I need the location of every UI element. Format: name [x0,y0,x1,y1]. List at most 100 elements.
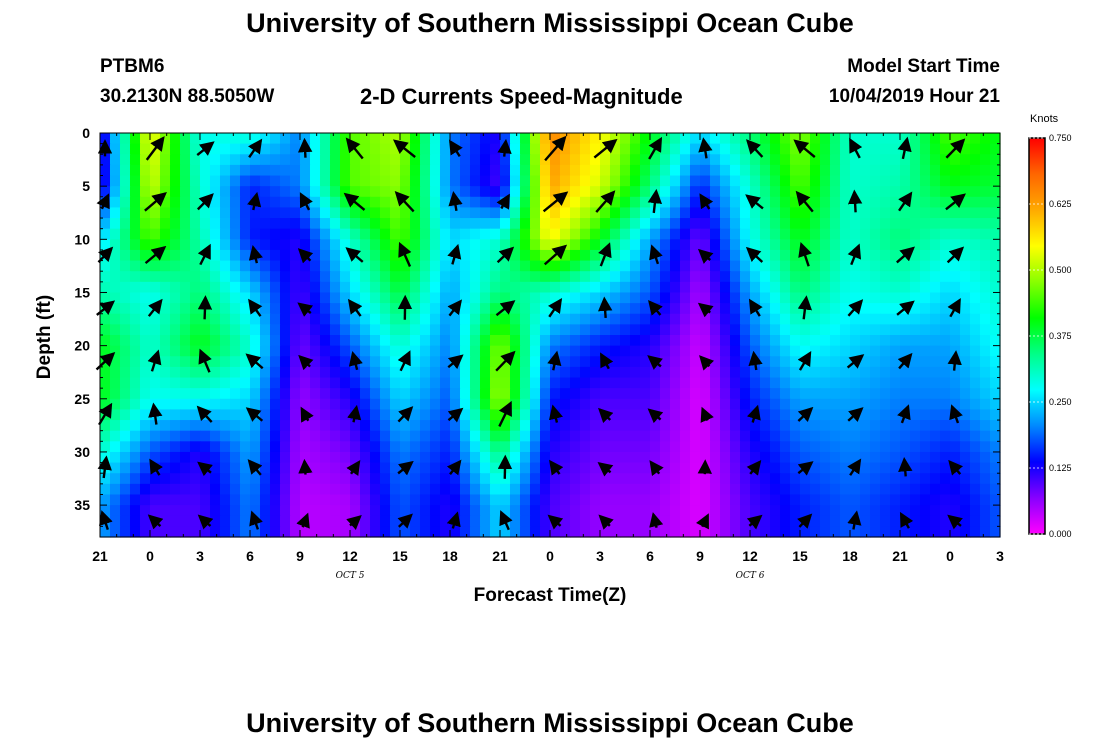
current-vector-arrow [447,354,464,370]
heatmap-cell [750,494,761,506]
heatmap-cell [980,345,991,357]
heatmap-cell [510,303,521,315]
heatmap-cell [390,164,401,177]
heatmap-cell [330,303,341,315]
date-marker-label: OCT 6 [736,571,765,581]
heatmap-cell [630,430,641,442]
heatmap-cell [220,281,231,294]
heatmap-cell [710,239,721,251]
heatmap-cell [790,228,801,240]
heatmap-cell [540,324,551,336]
heatmap-cell [480,366,491,379]
heatmap-cell [490,441,501,453]
heatmap-cell [850,398,861,411]
heatmap-cell [720,526,731,538]
heatmap-cell [620,313,631,325]
heatmap-cell [590,356,601,368]
heatmap-cell [910,345,921,357]
heatmap-cell [890,356,901,368]
heatmap-cell [370,154,381,166]
heatmap-cell [330,335,341,347]
heatmap-cell [710,271,721,283]
heatmap-cell [340,218,351,230]
heatmap-cell [920,207,931,219]
heatmap-cell [260,441,271,453]
heatmap-cell [570,494,581,506]
heatmap-cell [230,281,241,294]
current-vector-arrow [700,406,714,423]
heatmap-cell [650,164,661,177]
heatmap-cell [500,218,511,230]
current-vector-arrow [498,400,512,427]
heatmap-cell [730,143,741,155]
heatmap-cell [370,281,381,294]
heatmap-cell [730,515,741,527]
heatmap-cell [710,430,721,442]
heatmap-cell [480,271,491,283]
heatmap-cell [820,207,831,219]
heatmap-cell [760,228,771,240]
heatmap-cell [990,409,1001,421]
heatmap-cell [810,335,821,347]
heatmap-cell [460,398,471,411]
heatmap-cell [590,164,601,177]
heatmap-cell [330,388,341,400]
heatmap-cell [260,494,271,506]
heatmap-cell [630,175,641,187]
heatmap-cell [270,335,281,347]
heatmap-cell [430,324,441,336]
heatmap-cell [860,451,871,464]
heatmap-cell [980,515,991,527]
heatmap-cell [100,313,111,325]
heatmap-cell [350,154,361,166]
heatmap-cell [980,335,991,347]
heatmap-cell [340,441,351,453]
heatmap-cell [320,218,331,230]
heatmap-cell [680,526,691,538]
heatmap-cell [360,175,371,187]
heatmap-cell [210,313,221,325]
heatmap-cell [670,218,681,230]
heatmap-cell [720,260,731,272]
heatmap-cell [750,483,761,496]
heatmap-cell [850,154,861,166]
heatmap-cell [230,515,241,527]
heatmap-cell [940,335,951,347]
heatmap-cell [860,356,871,368]
heatmap-cell [680,366,691,379]
heatmap-cell [820,420,831,432]
heatmap-cell [180,345,191,357]
heatmap-cell [960,249,971,262]
heatmap-cell [660,473,671,485]
heatmap-cell [490,313,501,325]
heatmap-cell [930,239,941,251]
heatmap-cell [130,451,141,464]
heatmap-cell [770,186,781,198]
heatmap-cell [840,420,851,432]
heatmap-cell [120,154,131,166]
heatmap-cell [940,228,951,240]
heatmap-cell [650,388,661,400]
heatmap-cell [860,409,871,421]
heatmap-cell [340,462,351,474]
heatmap-cells [100,133,1001,538]
heatmap-cell [550,281,561,294]
heatmap-cell [760,207,771,219]
heatmap-cell [450,388,461,400]
heatmap-cell [910,249,921,262]
heatmap-cell [930,377,941,389]
heatmap-cell [870,207,881,219]
heatmap-cell [330,281,341,294]
heatmap-cell [250,377,261,389]
heatmap-cell [180,473,191,485]
heatmap-cell [840,483,851,496]
heatmap-cell [850,175,861,187]
current-vector-arrow [597,461,614,477]
heatmap-cell [180,186,191,198]
heatmap-cell [290,451,301,464]
current-vector-arrow [394,191,415,213]
heatmap-cell [690,271,701,283]
heatmap-cell [970,154,981,166]
heatmap-cell [860,473,871,485]
heatmap-cell [880,473,891,485]
